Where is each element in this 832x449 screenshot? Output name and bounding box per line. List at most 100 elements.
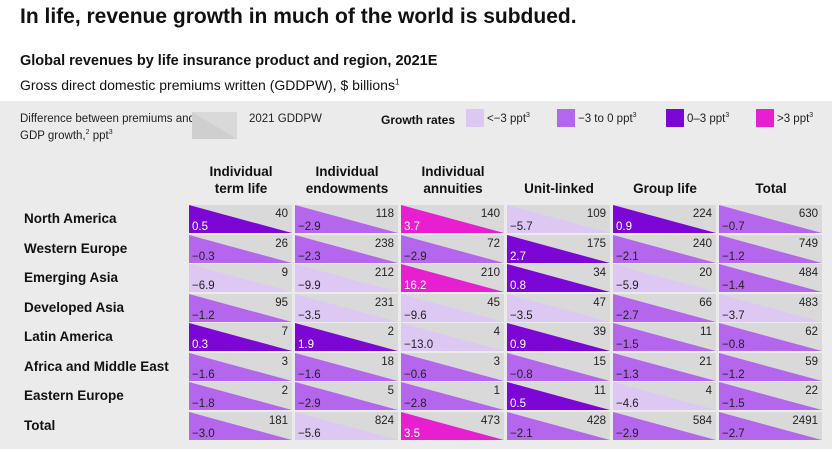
difference-value: −2.7 bbox=[616, 310, 639, 322]
difference-value: −1.2 bbox=[192, 310, 215, 322]
growth-triangle bbox=[719, 205, 822, 233]
column-header: Individual term life bbox=[189, 163, 293, 197]
gddpw-value: 39 bbox=[593, 326, 606, 338]
difference-value: −0.3 bbox=[192, 251, 215, 263]
legend-growth-rates-title: Growth rates bbox=[381, 113, 456, 127]
headline: In life, revenue growth in much of the w… bbox=[20, 5, 577, 28]
difference-value: −2.9 bbox=[298, 221, 321, 233]
difference-value: −5.9 bbox=[616, 280, 639, 292]
legend-gddpw-label: 2021 GDDPW bbox=[249, 113, 322, 125]
table-cell: 4 −13.0 bbox=[401, 323, 504, 351]
growth-triangle bbox=[507, 205, 610, 233]
table-cell: 3 −0.6 bbox=[401, 353, 504, 381]
growth-triangle bbox=[295, 205, 398, 233]
growth-triangle bbox=[189, 323, 292, 351]
growth-triangle bbox=[719, 264, 822, 292]
growth-triangle bbox=[295, 412, 398, 440]
table-cell: 1 −2.8 bbox=[401, 382, 504, 410]
difference-value: −2.9 bbox=[616, 428, 639, 440]
growth-triangle bbox=[613, 412, 716, 440]
table-cell: 210 16.2 bbox=[401, 264, 504, 292]
growth-triangle bbox=[719, 353, 822, 381]
growth-triangle bbox=[295, 264, 398, 292]
table-cell: 95 −1.2 bbox=[189, 294, 292, 322]
legend-key-1: <−3 ppt3 bbox=[466, 109, 530, 127]
legend-difference-label: Difference between premiums and GDP grow… bbox=[20, 113, 195, 143]
column-header-line: Individual bbox=[421, 164, 485, 179]
difference-value: −3.5 bbox=[298, 310, 321, 322]
growth-triangle bbox=[613, 235, 716, 263]
growth-triangle bbox=[401, 264, 504, 292]
difference-value: −2.1 bbox=[616, 251, 639, 263]
table-cell: 224 0.9 bbox=[613, 205, 716, 233]
table-cell: 749 −1.2 bbox=[719, 235, 822, 263]
gddpw-value: 109 bbox=[587, 208, 606, 220]
gddpw-value: 181 bbox=[269, 415, 288, 427]
table-cell: 45 −9.6 bbox=[401, 294, 504, 322]
table-cell: 212 −9.9 bbox=[295, 264, 398, 292]
column-header-line: Unit-linked bbox=[524, 181, 594, 196]
gddpw-value: 3 bbox=[282, 356, 288, 368]
table-cell: 400.5 bbox=[189, 205, 292, 233]
gddpw-value: 66 bbox=[699, 297, 712, 309]
table-cell: 390.9 bbox=[507, 323, 610, 351]
table-cell: 3 −1.6 bbox=[189, 353, 292, 381]
growth-triangle bbox=[401, 323, 504, 351]
difference-value: 0.8 bbox=[510, 280, 526, 292]
column-header: Total bbox=[719, 180, 823, 197]
growth-triangle bbox=[189, 294, 292, 322]
measure-label-text: Gross direct domestic premiums written (… bbox=[20, 77, 395, 93]
difference-value: −0.6 bbox=[404, 369, 427, 381]
gddpw-value: 212 bbox=[375, 267, 394, 279]
table-cell: 62 −0.8 bbox=[719, 323, 822, 351]
difference-value: −6.9 bbox=[192, 280, 215, 292]
growth-triangle bbox=[295, 353, 398, 381]
difference-value: −5.7 bbox=[510, 221, 533, 233]
table-cell: 473 3.5 bbox=[401, 412, 504, 440]
gddpw-value: 34 bbox=[593, 267, 606, 279]
legend-key-footnote: 3 bbox=[725, 111, 730, 119]
difference-value: 2.7 bbox=[510, 251, 526, 263]
difference-value: −2.1 bbox=[510, 428, 533, 440]
growth-triangle bbox=[401, 382, 504, 410]
growth-triangle bbox=[401, 205, 504, 233]
legend-key-swatch bbox=[557, 109, 575, 127]
table-cell: 340.8 bbox=[507, 264, 610, 292]
legend-key-label: <−3 ppt3 bbox=[487, 111, 530, 125]
row-header: Emerging Asia bbox=[24, 270, 119, 285]
legend-difference-text: Difference between premiums and GDP grow… bbox=[20, 113, 195, 142]
table-cell: 20 −5.9 bbox=[613, 264, 716, 292]
difference-value: 0.5 bbox=[192, 221, 208, 233]
legend-key-3: 0–3 ppt3 bbox=[666, 109, 729, 127]
growth-triangle bbox=[507, 353, 610, 381]
gddpw-value: 749 bbox=[799, 238, 818, 250]
difference-value: −2.3 bbox=[298, 251, 321, 263]
gddpw-value: 473 bbox=[481, 415, 500, 427]
table-cell: 18 −1.6 bbox=[295, 353, 398, 381]
table-cell: 11 −1.5 bbox=[613, 323, 716, 351]
growth-triangle bbox=[401, 294, 504, 322]
gddpw-value: 4 bbox=[706, 385, 713, 397]
table-cell: 59 −1.2 bbox=[719, 353, 822, 381]
gddpw-value: 630 bbox=[799, 208, 818, 220]
growth-triangle bbox=[401, 235, 504, 263]
growth-triangle bbox=[189, 412, 292, 440]
legend-key-footnote: 3 bbox=[526, 111, 530, 119]
gddpw-value: 45 bbox=[487, 297, 500, 309]
difference-value: −5.6 bbox=[298, 428, 321, 440]
gddpw-value: 483 bbox=[799, 297, 818, 309]
growth-triangle bbox=[295, 382, 398, 410]
legend-difference-footnote: 2 bbox=[85, 129, 90, 136]
column-header-line: annuities bbox=[423, 181, 483, 196]
table-cell: 5 −2.9 bbox=[295, 382, 398, 410]
column-header: Unit-linked bbox=[507, 180, 611, 197]
difference-value: 3.7 bbox=[404, 221, 420, 233]
difference-value: −2.9 bbox=[298, 398, 321, 410]
growth-triangle bbox=[401, 353, 504, 381]
gddpw-value: 7 bbox=[282, 326, 288, 338]
row-header: Developed Asia bbox=[24, 300, 125, 315]
growth-triangle bbox=[507, 382, 610, 410]
legend-difference-unit: ppt bbox=[92, 129, 109, 142]
legend-key-footnote: 3 bbox=[809, 111, 814, 119]
column-header-line: endowments bbox=[305, 181, 389, 196]
